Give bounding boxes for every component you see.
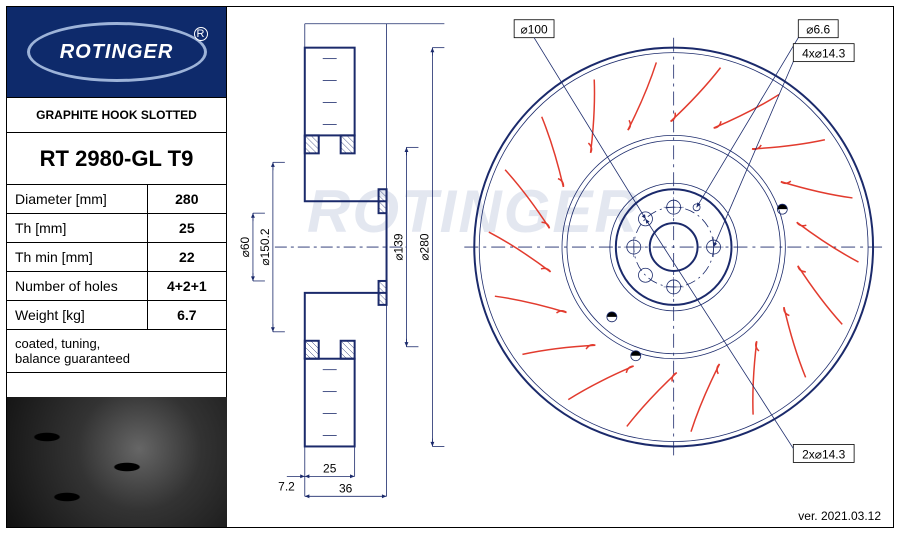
svg-text:⌀150.2: ⌀150.2	[258, 228, 272, 265]
spec-row: Number of holes4+2+1	[7, 272, 226, 301]
svg-text:2x⌀14.3: 2x⌀14.3	[802, 447, 845, 461]
spec-row: Diameter [mm]280	[7, 185, 226, 214]
product-photo	[7, 397, 227, 527]
svg-text:25: 25	[323, 461, 337, 475]
registered-mark: R	[194, 27, 208, 41]
spec-value: 4+2+1	[147, 272, 226, 301]
svg-text:4x⌀14.3: 4x⌀14.3	[802, 47, 845, 61]
brand-name: ROTINGER	[60, 41, 174, 64]
spec-value: 6.7	[147, 301, 226, 330]
svg-text:⌀139: ⌀139	[391, 233, 405, 260]
spec-table: Diameter [mm]280Th [mm]25Th min [mm]22Nu…	[7, 185, 226, 330]
technical-drawing: ⌀60 ⌀150.2 ⌀139 ⌀280 2536 7.2 ⌀100 ⌀6.6 4x⌀14.3 2…	[235, 7, 893, 527]
spec-row: Th min [mm]22	[7, 243, 226, 272]
svg-text:⌀60: ⌀60	[238, 236, 252, 257]
spec-row: Th [mm]25	[7, 214, 226, 243]
svg-text:⌀280: ⌀280	[417, 233, 431, 260]
spec-row: Weight [kg]6.7	[7, 301, 226, 330]
spec-value: 22	[147, 243, 226, 272]
spec-label: Weight [kg]	[7, 301, 147, 330]
svg-text:7.2: 7.2	[278, 479, 295, 493]
spec-label: Diameter [mm]	[7, 185, 147, 214]
svg-text:36: 36	[339, 481, 353, 495]
spec-label: Th [mm]	[7, 214, 147, 243]
product-type: GRAPHITE HOOK SLOTTED	[7, 97, 226, 133]
svg-text:⌀100: ⌀100	[521, 23, 548, 37]
spec-label: Number of holes	[7, 272, 147, 301]
spec-value: 280	[147, 185, 226, 214]
spec-value: 25	[147, 214, 226, 243]
version-label: ver. 2021.03.12	[798, 509, 881, 523]
brand-logo: ROTINGER R	[7, 7, 226, 97]
product-notes: coated, tuning, balance guaranteed	[7, 330, 226, 373]
svg-text:⌀6.6: ⌀6.6	[806, 23, 830, 37]
spec-label: Th min [mm]	[7, 243, 147, 272]
spec-panel: ROTINGER R GRAPHITE HOOK SLOTTED RT 2980…	[7, 7, 227, 527]
part-number: RT 2980-GL T9	[7, 133, 226, 185]
